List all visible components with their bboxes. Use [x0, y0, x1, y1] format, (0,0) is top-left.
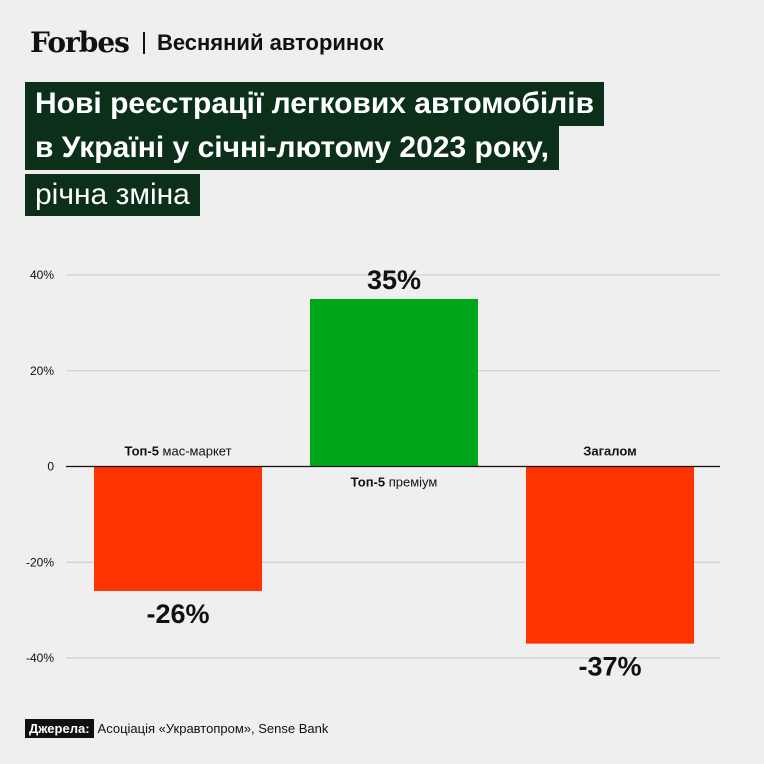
- chart-title-line-3: річна зміна: [25, 174, 200, 216]
- category-label: Загалом: [583, 444, 637, 459]
- y-tick-label: 40%: [30, 268, 54, 282]
- chart-title-line-1: Нові реєстрації легкових автомобілів: [25, 82, 605, 126]
- source-value: Асоціація «Укравтопром», Sense Bank: [97, 721, 329, 736]
- section-title: Весняний авторинок: [156, 29, 384, 55]
- y-tick-label: -20%: [26, 555, 54, 569]
- chart-title-line-2: в Україні у січні-лютому 2023 року,: [25, 126, 559, 170]
- data-label: -37%: [578, 652, 641, 682]
- source-note: Джерела: Асоціація «Укравтопром», Sense …: [25, 719, 328, 738]
- header: Forbes Весняний авторинок: [30, 26, 384, 59]
- bar: [94, 466, 262, 591]
- y-tick-label: 20%: [30, 364, 54, 378]
- brand-logo: Forbes: [30, 26, 130, 59]
- category-label: Топ-5 преміум: [351, 475, 438, 490]
- bar: [526, 466, 694, 644]
- y-tick-label: -40%: [26, 651, 54, 665]
- source-key: Джерела:: [25, 719, 94, 738]
- data-label: 35%: [367, 265, 421, 295]
- bar: [310, 298, 478, 467]
- y-tick-label: 0: [47, 460, 54, 474]
- header-divider: [142, 31, 145, 54]
- category-label: Топ-5 мас-маркет: [124, 444, 231, 459]
- data-label: -26%: [146, 599, 209, 629]
